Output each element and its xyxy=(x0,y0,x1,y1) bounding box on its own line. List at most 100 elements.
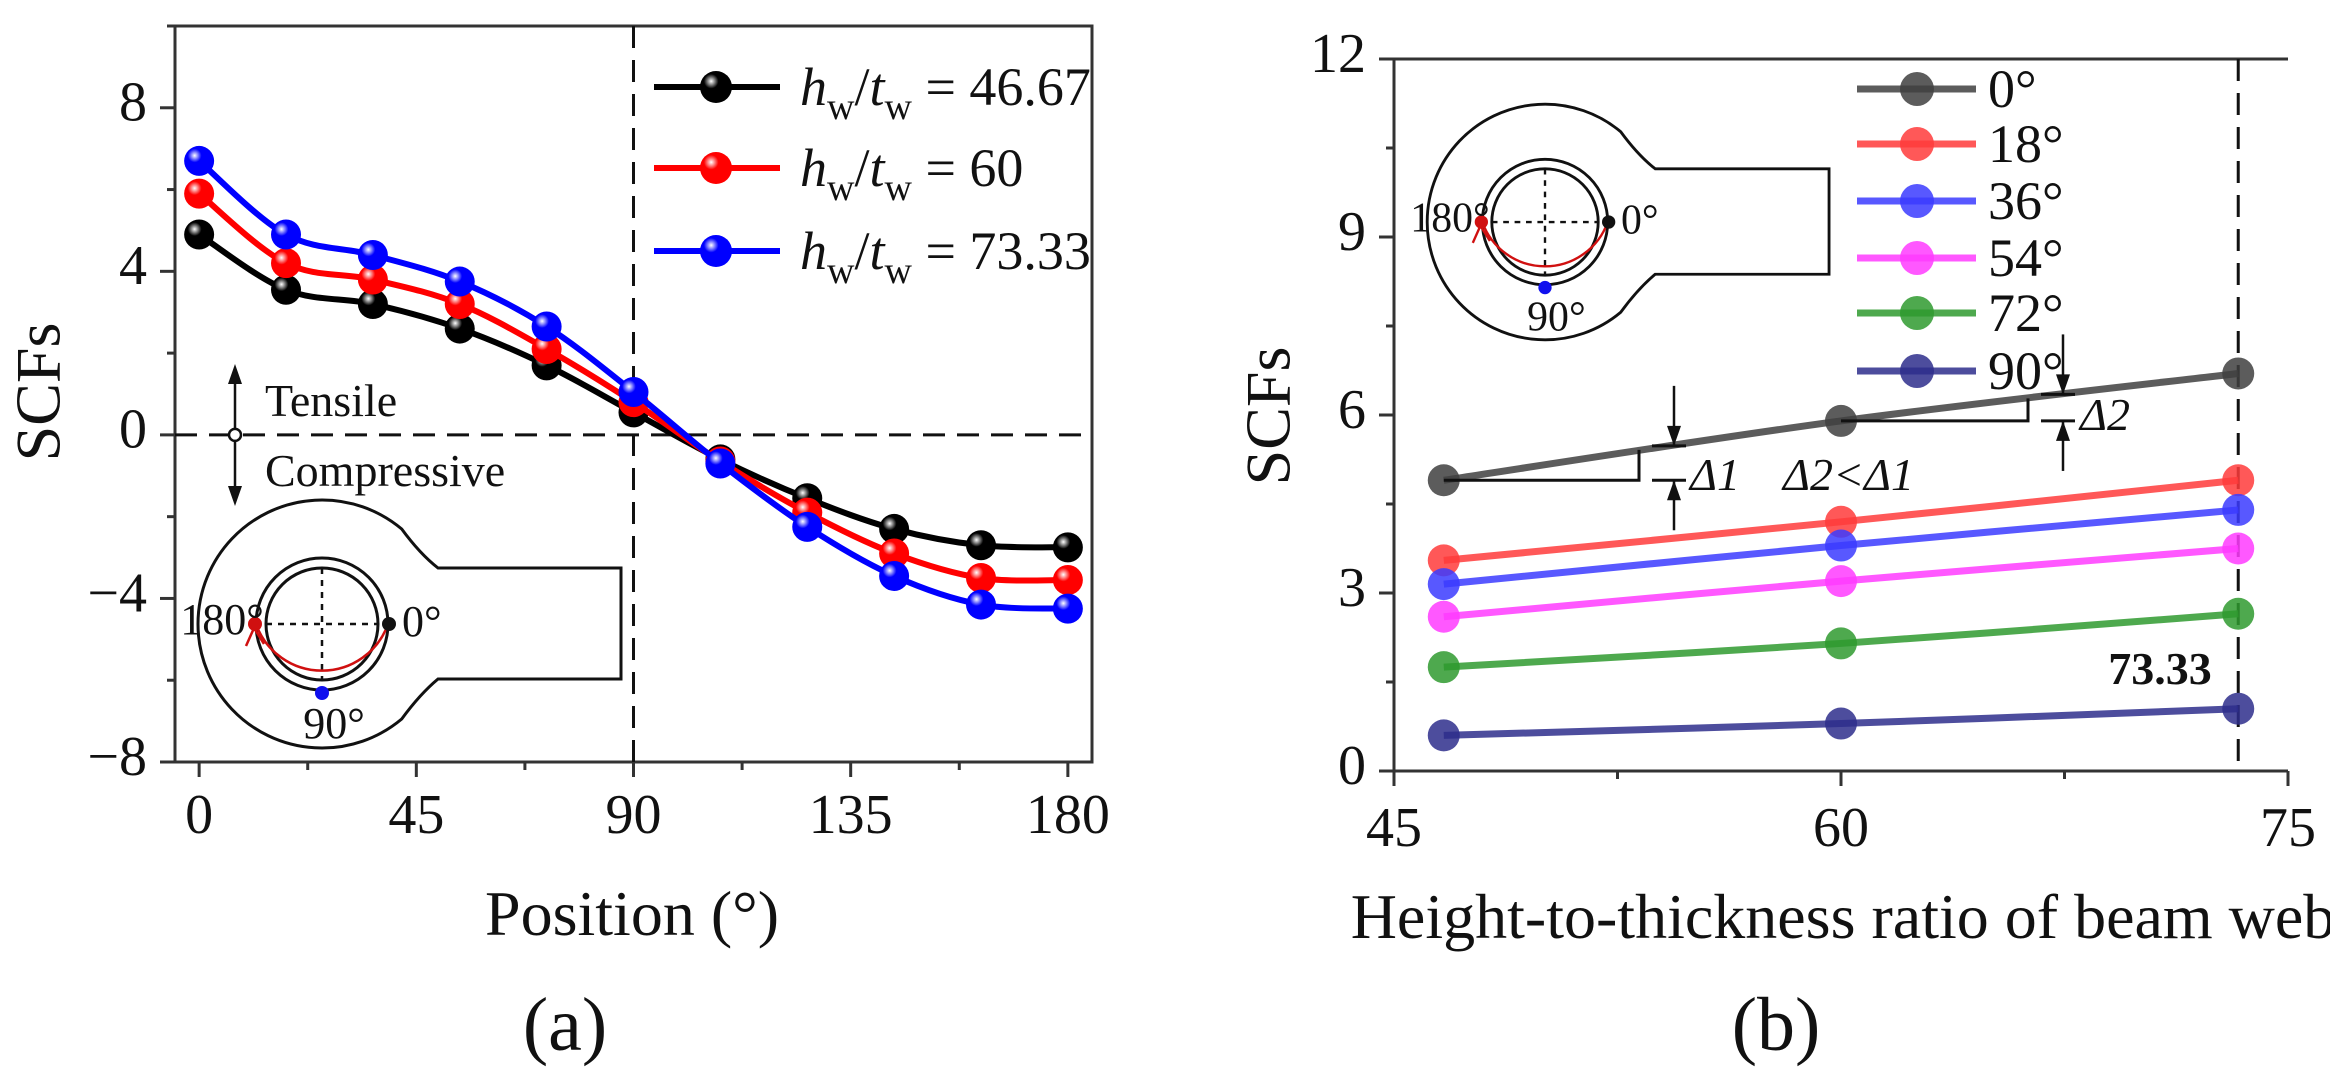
delta1-triangle xyxy=(1443,449,1641,482)
legend-text-part: / xyxy=(854,221,869,281)
panel-a-legend-label: hw/tw = 46.67 xyxy=(800,57,1091,128)
legend-text-part: = 46.67 xyxy=(912,57,1091,117)
point-180 xyxy=(248,617,262,631)
panel-b-data-point xyxy=(1427,544,1460,577)
panel-b-legend-label: 36° xyxy=(1988,171,2064,231)
legend-text-part: w xyxy=(884,167,912,209)
legend-text-part: w xyxy=(827,167,855,209)
panel-a-data-point xyxy=(184,219,215,250)
panel-b-legend-marker xyxy=(1900,184,1934,218)
panel-a-xtick-label: 45 xyxy=(388,784,444,846)
panel-b-xtick-label: 45 xyxy=(1366,797,1422,859)
label-90: 90° xyxy=(1527,294,1586,340)
panel-a-data-point xyxy=(357,264,388,295)
panel-b-legend-label: 54° xyxy=(1988,228,2064,288)
panel-b-legend-label: 0° xyxy=(1988,59,2037,119)
panel-a-data-point xyxy=(879,560,910,591)
position-arc xyxy=(254,623,390,672)
label-180: 180° xyxy=(1410,196,1489,242)
point-0 xyxy=(1602,215,1616,229)
panel-a-ytick-label: −8 xyxy=(87,726,147,788)
legend-text-part: w xyxy=(884,250,912,292)
legend-text-part: h xyxy=(800,221,827,281)
panel-b-legend-marker xyxy=(1900,127,1934,161)
point-180 xyxy=(1474,215,1488,229)
legend-text-part: t xyxy=(869,221,886,281)
panel-b-legend-marker xyxy=(1900,241,1934,275)
panel-b-data-point xyxy=(1825,505,1857,538)
delta2-triangle xyxy=(1841,398,2030,423)
panel-b-data-point xyxy=(1427,651,1460,684)
panel-b-legend-marker xyxy=(1900,72,1934,106)
panel-a-data-point xyxy=(184,178,215,209)
panel-a-ytick-label: 8 xyxy=(119,72,147,134)
panel-b-data-point xyxy=(1825,565,1857,598)
point-90 xyxy=(315,686,329,700)
legend-text-part: = 73.33 xyxy=(912,221,1091,281)
label-180: 180° xyxy=(180,595,264,644)
panel-a-label: (a) xyxy=(523,983,607,1067)
panel-a-ytick-label: 4 xyxy=(119,235,147,297)
panel-a-inset-diagram: 180° 0° 90° xyxy=(180,498,623,750)
arrow-up-icon xyxy=(228,364,242,384)
panel-a-data-point xyxy=(618,376,649,407)
panel-b-legend-label: 90° xyxy=(1988,341,2064,401)
arrow-down-icon xyxy=(2056,374,2070,395)
panel-a-legend-marker xyxy=(700,235,732,267)
panel-b-data-point xyxy=(1825,707,1857,740)
panel-b-ytick-label: 0 xyxy=(1338,735,1366,797)
panel-b-legend-marker xyxy=(1900,354,1934,388)
panel-b-legend-label: 72° xyxy=(1988,283,2064,343)
legend-text-part: w xyxy=(884,86,912,128)
panel-a-xtick-label: 0 xyxy=(185,784,213,846)
panel-a-data-point xyxy=(271,248,302,279)
arrow-up-icon xyxy=(1667,480,1681,501)
legend-text-part: / xyxy=(854,57,869,117)
legend-text-part: t xyxy=(869,138,886,198)
panel-a-data-point xyxy=(965,563,996,593)
panel-a-xtick-label: 135 xyxy=(809,784,893,846)
tensile-label: Tensile xyxy=(265,375,397,426)
panel-a-data-point xyxy=(531,334,562,365)
panel-a-xtick-label: 90 xyxy=(606,784,662,846)
beam-connection-outline xyxy=(1425,102,1831,342)
panel-a-data-point xyxy=(271,274,302,305)
panel-b-label: (b) xyxy=(1732,983,1821,1067)
delta2-label: Δ2 xyxy=(2078,389,2130,440)
panel-a-data-point xyxy=(271,219,302,250)
panel-b-ytick-label: 9 xyxy=(1338,201,1366,263)
legend-text-part: h xyxy=(800,57,827,117)
label-0: 0° xyxy=(402,597,442,646)
arrow-down-icon xyxy=(228,486,242,506)
reference-value-label: 73.33 xyxy=(2108,643,2212,694)
panel-a-ytick-label: −4 xyxy=(87,562,147,624)
panel-a-data-point xyxy=(444,289,475,320)
panel-b-data-point xyxy=(2222,692,2255,725)
panel-a-data-point xyxy=(965,530,996,561)
panel-a-ylabel: SCFs xyxy=(3,323,74,462)
legend-text-part: w xyxy=(827,86,855,128)
panel-b-data-point xyxy=(2222,597,2255,630)
legend-text-part: / xyxy=(854,138,869,198)
origin-circle-icon xyxy=(227,427,243,443)
panel-b-xtick-label: 75 xyxy=(2260,797,2316,859)
panel-b-ytick-label: 12 xyxy=(1310,23,1366,85)
panel-a-xtick-label: 180 xyxy=(1026,784,1110,846)
legend-text-part: t xyxy=(869,57,886,117)
panel-b-data-point xyxy=(1427,568,1460,601)
panel-b-legend-marker xyxy=(1900,296,1934,330)
panel-a-data-point xyxy=(1052,532,1083,563)
panel-b-xtick-label: 60 xyxy=(1813,797,1869,859)
arrow-up-icon xyxy=(2056,420,2070,441)
position-arc xyxy=(1481,221,1609,268)
panel-b-data-point xyxy=(1825,529,1857,562)
legend-text-part: w xyxy=(827,250,855,292)
panel-b-xlabel: Height-to-thickness ratio of beam web xyxy=(1351,881,2330,952)
panel-a-data-point xyxy=(1052,593,1083,624)
panel-a-xlabel: Position (°) xyxy=(485,878,779,949)
panel-a-data-point xyxy=(965,589,996,620)
panel-b-data-point xyxy=(1427,719,1460,752)
panel-b-data-point xyxy=(2222,357,2255,390)
